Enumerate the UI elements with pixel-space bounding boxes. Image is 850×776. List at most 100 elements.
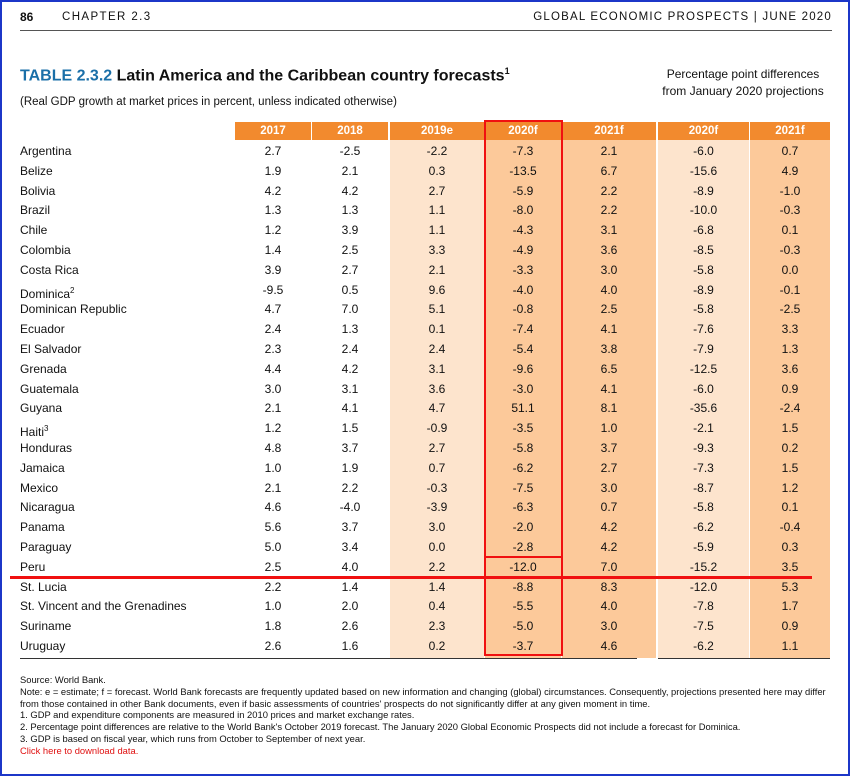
- country-footnote-mark: 2: [70, 285, 75, 295]
- value-cell: 1.9: [341, 460, 359, 475]
- value-cell: -6.2: [693, 520, 714, 535]
- table-row: El Salvador 2.3 2.4 2.4 -5.4 3.8 -7.9 1.3: [20, 340, 830, 360]
- value-cell: 4.7: [264, 302, 282, 317]
- value-cell: -9.5: [262, 282, 284, 297]
- value-cell: -7.9: [693, 342, 714, 356]
- download-data-link[interactable]: Click here to download data.: [20, 744, 139, 756]
- column-header: 2020f: [658, 122, 749, 140]
- value-cell: 2.1: [428, 262, 446, 277]
- value-cell: 2.1: [600, 144, 618, 158]
- country-cell: Argentina: [20, 142, 235, 162]
- table-row: Brazil 1.3 1.3 1.1 -8.0 2.2 -10.0 -0.3: [20, 201, 830, 221]
- value-cell: -3.9: [426, 500, 448, 515]
- value-cell: -7.3: [512, 144, 534, 158]
- value-cell: 4.8: [264, 441, 282, 455]
- report-title: GLOBAL ECONOMIC PROSPECTS | JUNE 2020: [533, 11, 832, 23]
- general-note: Note: e = estimate; f = forecast. World …: [20, 685, 826, 709]
- value-cell: -4.3: [512, 223, 534, 238]
- value-cell: -13.5: [509, 163, 537, 178]
- value-cell: 1.8: [264, 619, 282, 634]
- value-cell: 2.3: [428, 619, 446, 634]
- value-cell: 3.6: [600, 243, 618, 257]
- country-name: Peru: [20, 559, 46, 574]
- value-cell: -12.5: [689, 361, 718, 376]
- value-cell: -6.8: [693, 223, 714, 238]
- value-cell: 4.7: [428, 401, 446, 416]
- title-footnote-mark: 1: [504, 66, 510, 76]
- country-name: Dominica: [20, 286, 71, 301]
- country-name: Grenada: [20, 361, 67, 376]
- value-cell: 1.5: [781, 460, 799, 475]
- column-band: [390, 122, 484, 658]
- country-cell: Nicaragua: [20, 498, 235, 518]
- value-cell: -35.6: [689, 401, 718, 416]
- column-header: 2017: [235, 122, 311, 140]
- value-cell: -6.3: [512, 500, 534, 515]
- value-cell: 3.1: [600, 223, 618, 238]
- value-cell: 1.5: [341, 421, 359, 436]
- value-cell: 2.0: [341, 599, 359, 614]
- value-cell: 0.9: [781, 381, 799, 396]
- country-cell: Belize: [20, 162, 235, 182]
- value-cell: 3.4: [341, 540, 359, 554]
- value-cell: 3.3: [781, 322, 799, 337]
- value-cell: 0.2: [428, 639, 446, 653]
- value-cell: -2.0: [512, 520, 534, 535]
- value-cell: -6.0: [693, 381, 714, 396]
- value-cell: -2.8: [512, 540, 534, 554]
- value-cell: 0.5: [341, 282, 359, 297]
- country-cell: Chile: [20, 221, 235, 241]
- value-cell: 3.6: [428, 381, 446, 396]
- country-name: St. Vincent and the Grenadines: [20, 599, 187, 614]
- value-cell: 2.1: [341, 163, 359, 178]
- country-cell: Mexico: [20, 479, 235, 499]
- country-name: El Salvador: [20, 342, 82, 356]
- table-row: Haiti3 1.2 1.5 -0.9 -3.5 1.0 -2.1 1.5: [20, 419, 830, 439]
- country-cell: Panama: [20, 518, 235, 538]
- value-cell: 2.1: [264, 401, 282, 416]
- value-cell: 2.7: [264, 144, 282, 158]
- value-cell: 2.2: [264, 579, 282, 594]
- table-title-text: Latin America and the Caribbean country …: [116, 67, 505, 85]
- value-cell: 9.6: [428, 282, 446, 297]
- country-name: St. Lucia: [20, 579, 67, 594]
- value-cell: 1.0: [264, 599, 282, 614]
- value-cell: -7.5: [512, 480, 534, 495]
- table-row: St. Lucia 2.2 1.4 1.4 -8.8 8.3 -12.0 5.3: [20, 578, 830, 598]
- value-cell: 4.0: [341, 559, 359, 574]
- table-row: St. Vincent and the Grenadines 1.0 2.0 0.4 -…: [20, 597, 830, 617]
- table-row: Panama 5.6 3.7 3.0 -2.0 4.2 -6.2 -0.4: [20, 518, 830, 538]
- value-cell: 1.9: [264, 163, 282, 178]
- country-cell: Costa Rica: [20, 261, 235, 281]
- country-cell: Colombia: [20, 241, 235, 261]
- value-cell: 4.2: [264, 183, 282, 198]
- country-name: Dominican Republic: [20, 302, 127, 317]
- value-cell: 5.6: [264, 520, 282, 535]
- value-cell: 5.0: [264, 540, 282, 554]
- value-cell: 1.6: [341, 639, 359, 653]
- value-cell: -3.7: [512, 639, 534, 653]
- value-cell: 4.9: [781, 163, 799, 178]
- value-cell: 3.0: [600, 262, 618, 277]
- table-row: Bolivia 4.2 4.2 2.7 -5.9 2.2 -8.9 -1.0: [20, 182, 830, 202]
- table-row: Ecuador 2.4 1.3 0.1 -7.4 4.1 -7.6 3.3: [20, 320, 830, 340]
- country-name: Mexico: [20, 480, 59, 495]
- value-cell: 1.3: [264, 203, 282, 218]
- value-cell: 0.7: [600, 500, 618, 515]
- value-cell: 3.0: [264, 381, 282, 396]
- value-cell: 1.4: [428, 579, 446, 594]
- value-cell: -0.1: [779, 282, 801, 297]
- value-cell: 1.5: [781, 421, 799, 436]
- value-cell: -8.8: [512, 579, 534, 594]
- value-cell: 2.4: [341, 342, 359, 356]
- country-cell: Bolivia: [20, 182, 235, 202]
- table-number: TABLE 2.3.2: [20, 67, 113, 85]
- table-row: Uruguay 2.6 1.6 0.2 -3.7 4.6 -6.2 1.1: [20, 637, 830, 657]
- column-band: [485, 122, 561, 658]
- table-bottom-rule: [20, 658, 637, 659]
- value-cell: 7.0: [341, 302, 359, 317]
- country-cell: St. Lucia: [20, 578, 235, 598]
- value-cell: 3.9: [264, 262, 282, 277]
- value-cell: 2.4: [428, 342, 446, 356]
- value-cell: -6.2: [693, 639, 714, 653]
